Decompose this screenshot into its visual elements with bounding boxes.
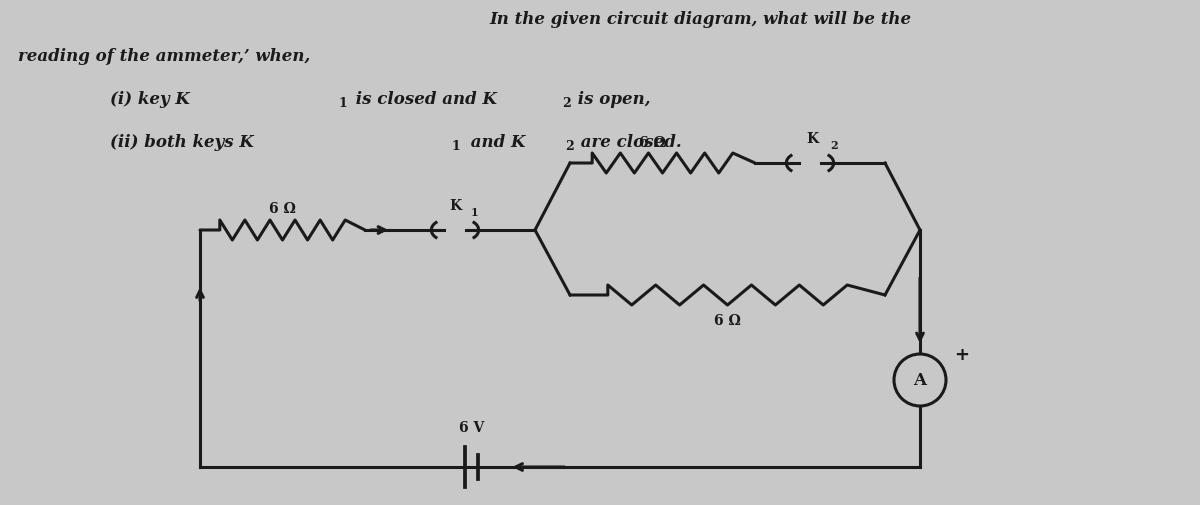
Text: 2: 2 bbox=[562, 97, 571, 110]
Text: is open,: is open, bbox=[572, 91, 650, 108]
Text: 1: 1 bbox=[470, 207, 479, 218]
Text: (i) key K: (i) key K bbox=[110, 91, 190, 108]
Text: 1: 1 bbox=[338, 97, 347, 110]
Circle shape bbox=[894, 355, 946, 406]
Text: 6 V: 6 V bbox=[458, 420, 484, 434]
Text: reading of the ammeter,’ when,: reading of the ammeter,’ when, bbox=[18, 48, 311, 65]
Text: (ii) both keys K: (ii) both keys K bbox=[110, 134, 254, 150]
Text: +: + bbox=[954, 345, 970, 363]
Text: 6 Ω: 6 Ω bbox=[714, 314, 740, 327]
Text: In the given circuit diagram, what will be the: In the given circuit diagram, what will … bbox=[488, 11, 911, 28]
Text: A: A bbox=[913, 372, 926, 389]
Text: 6 Ω: 6 Ω bbox=[640, 136, 666, 149]
Text: 1: 1 bbox=[452, 140, 461, 153]
Text: 2: 2 bbox=[830, 140, 838, 150]
Text: is closed and K: is closed and K bbox=[350, 91, 497, 108]
Text: 2: 2 bbox=[565, 140, 574, 153]
Text: and K: and K bbox=[466, 134, 526, 150]
Text: K: K bbox=[449, 198, 461, 213]
Text: 6 Ω: 6 Ω bbox=[269, 201, 296, 216]
Text: K: K bbox=[806, 132, 818, 146]
Text: are closed.: are closed. bbox=[575, 134, 682, 150]
